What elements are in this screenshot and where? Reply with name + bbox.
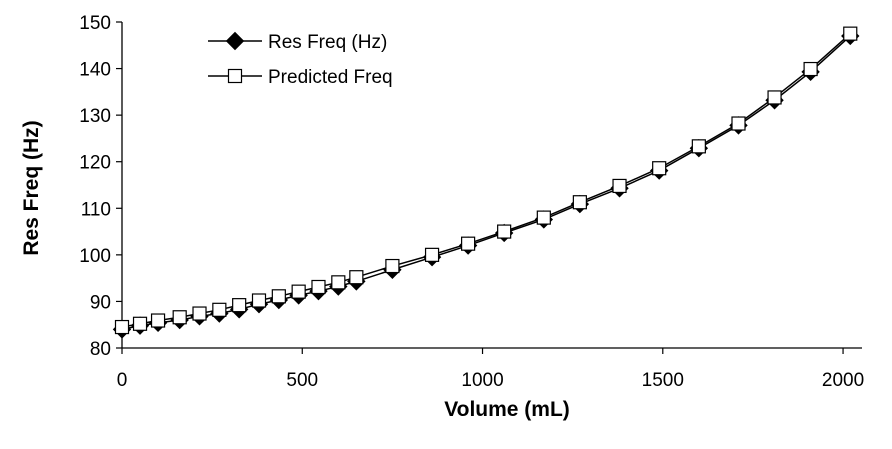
data-point-square: [291, 284, 306, 299]
data-point-square: [227, 68, 243, 84]
data-point-square: [150, 313, 166, 328]
axes: [121, 22, 862, 349]
series-res-freq: [112, 26, 860, 339]
y-tick-label: 150: [79, 13, 111, 34]
legend-label: Predicted Freq: [268, 67, 393, 88]
data-point-square: [331, 275, 346, 290]
data-point-square: [271, 289, 286, 304]
data-point-square: [803, 61, 818, 77]
y-tick-label: 120: [79, 153, 111, 174]
data-point-square: [192, 306, 207, 321]
y-tick-label: 90: [90, 292, 111, 313]
data-point-square: [612, 178, 627, 194]
data-point-square: [349, 270, 364, 285]
data-point-square: [572, 195, 587, 210]
data-point-square: [132, 316, 148, 331]
legend-item: Res Freq (Hz): [208, 31, 387, 53]
data-point-square: [461, 236, 476, 251]
x-tick-label: 1000: [461, 370, 503, 391]
x-tick-label: 500: [286, 370, 318, 391]
data-point-square: [251, 293, 267, 308]
y-axis-title: Res Freq (Hz): [20, 120, 43, 255]
legend-label: Res Freq (Hz): [268, 32, 387, 53]
data-point-square: [691, 139, 706, 154]
x-axis-title: Volume (mL): [444, 398, 570, 421]
data-point-square: [385, 258, 400, 274]
data-point-diamond: [225, 31, 245, 51]
data-point-square: [311, 279, 326, 295]
data-point-square: [497, 224, 512, 239]
legend-item: Predicted Freq: [208, 67, 393, 88]
x-tick-label: 2000: [822, 370, 864, 391]
data-point-square: [114, 319, 130, 335]
data-point-square: [767, 90, 782, 105]
data-point-square: [172, 310, 187, 325]
data-point-square: [536, 210, 551, 225]
data-point-square: [212, 302, 227, 317]
data-point-square: [843, 26, 858, 41]
x-tick-label: 0: [117, 370, 128, 391]
data-point-square: [424, 247, 440, 262]
x-ticks: 0 500 1000 1500 2000: [117, 348, 864, 391]
y-tick-label: 140: [79, 60, 111, 81]
data-point-square: [652, 161, 667, 176]
data-point-square: [232, 298, 247, 313]
y-tick-label: 110: [81, 199, 111, 220]
legend: Res Freq (Hz) Predicted Freq: [208, 31, 393, 88]
y-ticks: 80 90 100 110 120 130 140 150: [79, 13, 122, 360]
y-tick-label: 100: [79, 246, 111, 267]
data-point-square: [731, 116, 746, 131]
y-tick-label: 80: [90, 339, 111, 360]
x-tick-label: 1500: [642, 370, 684, 391]
series-layer: [112, 26, 860, 339]
y-tick-label: 130: [79, 106, 111, 127]
series-predicted-freq: [114, 26, 858, 335]
